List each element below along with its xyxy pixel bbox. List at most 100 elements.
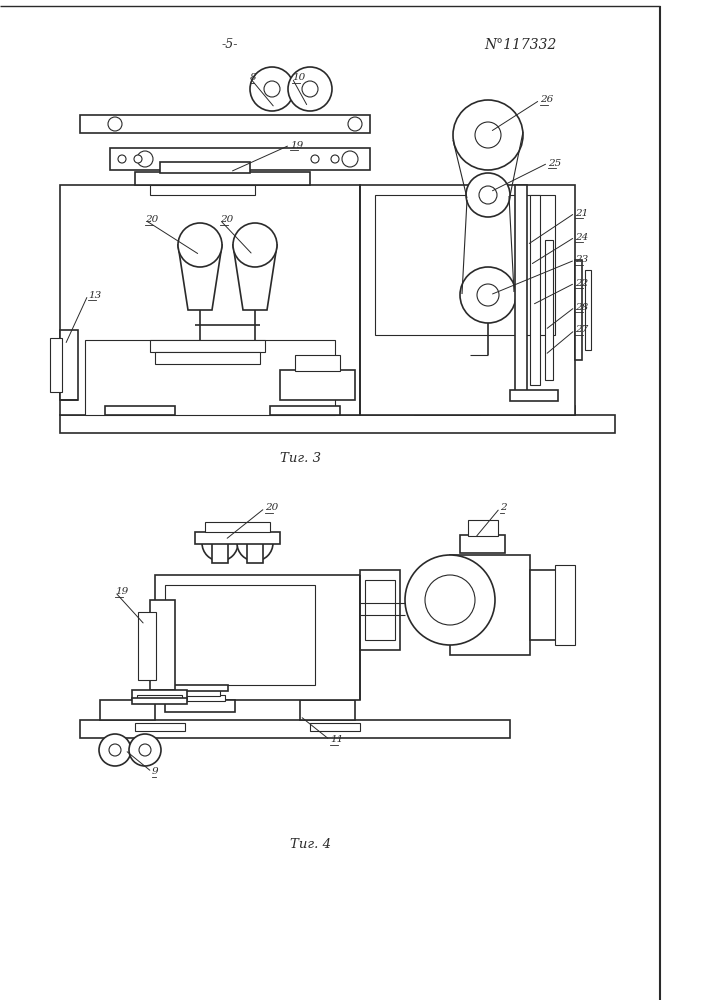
Text: 13: 13 <box>88 290 101 300</box>
Circle shape <box>331 155 339 163</box>
Bar <box>575 260 582 360</box>
Bar <box>195 532 280 544</box>
Text: 20: 20 <box>220 216 233 225</box>
Circle shape <box>202 525 238 561</box>
Text: 19: 19 <box>115 587 128 596</box>
Bar <box>295 355 340 371</box>
Circle shape <box>477 284 499 306</box>
Bar <box>165 700 235 712</box>
Bar <box>137 695 182 703</box>
Bar <box>175 695 225 701</box>
Circle shape <box>118 155 126 163</box>
Bar <box>132 698 187 704</box>
Text: 8: 8 <box>250 74 257 83</box>
Circle shape <box>453 100 523 170</box>
Text: Τиг. 3: Τиг. 3 <box>279 452 320 464</box>
Text: 19: 19 <box>290 140 303 149</box>
Bar <box>360 570 400 650</box>
Text: -5-: -5- <box>222 38 238 51</box>
Circle shape <box>109 744 121 756</box>
Circle shape <box>137 151 153 167</box>
Bar <box>160 162 250 173</box>
Text: N°117332: N°117332 <box>484 38 556 52</box>
Bar <box>205 522 270 532</box>
Circle shape <box>342 151 358 167</box>
Bar <box>60 330 78 400</box>
Bar <box>155 575 360 700</box>
Circle shape <box>250 67 294 111</box>
Circle shape <box>405 555 495 645</box>
Bar <box>50 338 62 392</box>
Bar <box>515 185 527 395</box>
Bar <box>280 370 355 400</box>
Bar <box>555 565 575 645</box>
Text: 26: 26 <box>540 96 554 104</box>
Circle shape <box>129 734 161 766</box>
Text: 10: 10 <box>292 74 305 83</box>
Text: 2: 2 <box>500 504 507 512</box>
Circle shape <box>237 525 273 561</box>
Circle shape <box>425 575 475 625</box>
Bar <box>150 185 255 195</box>
Bar <box>150 600 175 690</box>
Bar <box>80 115 370 133</box>
Bar <box>105 406 175 415</box>
Bar <box>60 185 360 415</box>
Bar <box>450 555 530 655</box>
Bar <box>510 390 558 401</box>
Text: 23: 23 <box>575 255 588 264</box>
Text: 24: 24 <box>575 232 588 241</box>
Circle shape <box>99 734 131 766</box>
Circle shape <box>108 117 122 131</box>
Bar <box>150 340 265 352</box>
Circle shape <box>264 81 280 97</box>
Circle shape <box>466 173 510 217</box>
Bar <box>468 520 498 536</box>
Bar <box>460 535 505 553</box>
Bar <box>530 195 540 385</box>
Circle shape <box>139 744 151 756</box>
Bar <box>135 172 310 185</box>
Bar <box>165 585 315 685</box>
Bar <box>180 690 220 696</box>
Bar <box>545 240 553 380</box>
Circle shape <box>288 67 332 111</box>
Text: 27: 27 <box>575 326 588 334</box>
Bar <box>310 723 360 731</box>
Bar <box>375 195 555 335</box>
Circle shape <box>479 186 497 204</box>
Polygon shape <box>178 245 222 310</box>
Circle shape <box>233 223 277 267</box>
Bar <box>60 415 615 433</box>
Bar <box>132 690 187 700</box>
Text: 11: 11 <box>330 736 344 744</box>
Text: 9: 9 <box>152 768 158 776</box>
Circle shape <box>475 122 501 148</box>
Circle shape <box>311 155 319 163</box>
Circle shape <box>348 117 362 131</box>
Bar <box>85 340 335 415</box>
Bar <box>212 543 228 563</box>
Circle shape <box>460 267 516 323</box>
Text: 21: 21 <box>575 209 588 218</box>
Bar <box>520 406 575 415</box>
Bar <box>300 700 355 720</box>
Bar <box>270 406 340 415</box>
Bar <box>585 270 591 350</box>
Polygon shape <box>233 245 277 310</box>
Bar <box>110 148 370 170</box>
Circle shape <box>134 155 142 163</box>
Bar <box>100 700 155 720</box>
Bar <box>138 612 156 680</box>
Bar <box>170 685 228 691</box>
Text: 20: 20 <box>265 504 279 512</box>
Circle shape <box>178 223 222 267</box>
Text: 22: 22 <box>575 278 588 288</box>
Bar <box>360 185 575 415</box>
Text: 25: 25 <box>548 158 561 167</box>
Text: 28: 28 <box>575 302 588 312</box>
Bar <box>530 570 560 640</box>
Bar <box>155 352 260 364</box>
Circle shape <box>302 81 318 97</box>
Bar <box>415 406 480 415</box>
